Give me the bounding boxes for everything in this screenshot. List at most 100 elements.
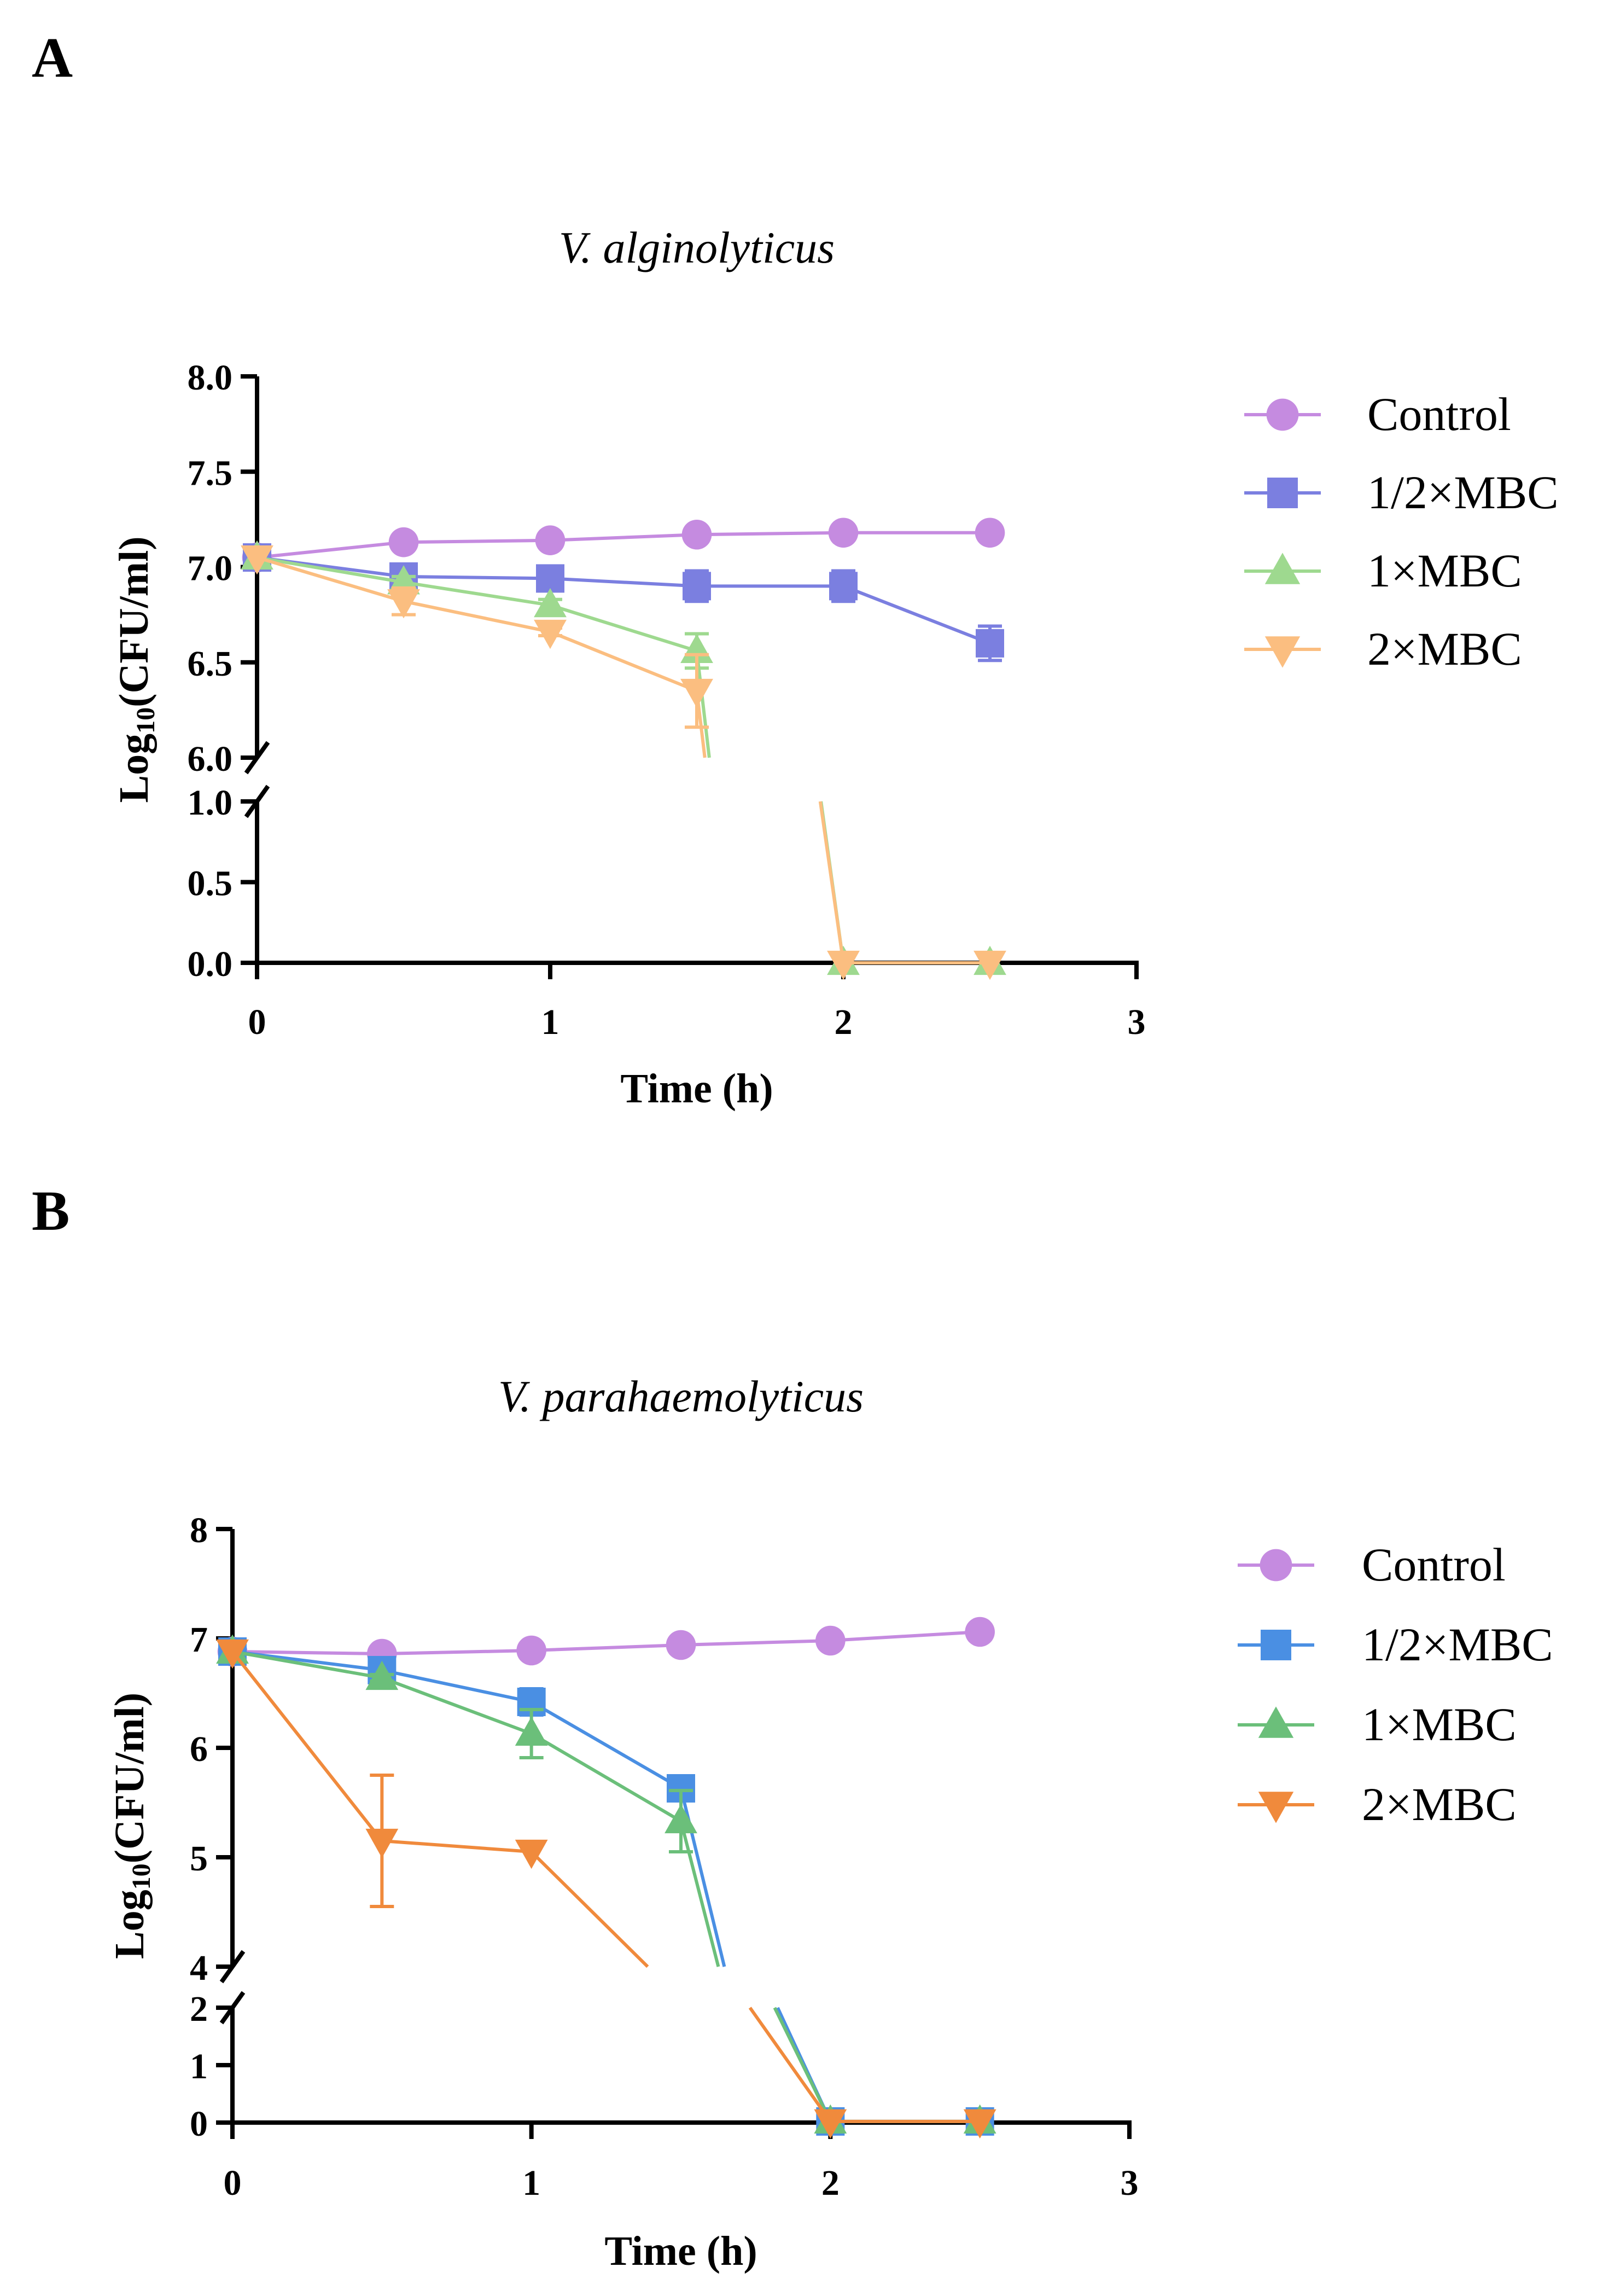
legend-label: 1×MBC xyxy=(1362,1698,1517,1751)
series-line-segment xyxy=(531,1732,682,1823)
data-point-triangle-down xyxy=(974,950,1006,980)
data-point-triangle-up xyxy=(365,1660,399,1690)
x-axis-title: Time (h) xyxy=(604,2228,757,2274)
series-2-mbc xyxy=(216,1639,996,2139)
y-tick-label: 7.5 xyxy=(188,453,233,493)
data-point-circle xyxy=(666,1630,696,1660)
series-line-segment xyxy=(403,600,551,633)
series-line-segment xyxy=(680,1639,831,1647)
legend-label: 1×MBC xyxy=(1367,544,1522,597)
y-axis-title: Log10(CFU/ml) xyxy=(111,536,160,803)
legend-marker-triangle-down xyxy=(1264,636,1301,668)
legend-marker-square xyxy=(1261,1630,1291,1660)
series-line-segment xyxy=(550,533,697,542)
y-tick-label: 6 xyxy=(190,1729,208,1769)
series-line-segment xyxy=(748,2007,832,2123)
data-point-triangle-down xyxy=(216,1639,249,1669)
data-point-square xyxy=(536,564,564,593)
chart-panel-A: A V. alginolyticus 6.0 6.5 7.0 7.5 8.0 0.0 0.5 1.… xyxy=(32,26,1559,1112)
data-point-triangle-up xyxy=(515,1716,548,1746)
data-point-triangle-down xyxy=(365,1828,399,1858)
chart-title: V. parahaemolyticus xyxy=(498,1371,864,1421)
y-tick-label: 0 xyxy=(190,2104,208,2144)
series-line-segment xyxy=(257,556,404,584)
legend: Control 1/2×MBC 1×MBC 2×MBC xyxy=(1244,388,1559,675)
series-line-segment xyxy=(403,574,551,580)
series-line-segment xyxy=(679,1788,726,1967)
y-tick-label: 0.0 xyxy=(188,944,233,984)
y-axis-title: Log10(CFU/ml) xyxy=(107,1693,156,1959)
data-point-circle xyxy=(975,518,1005,548)
series-line-segment xyxy=(232,1650,382,1679)
data-point-square xyxy=(683,572,711,601)
legend-label: 1/2×MBC xyxy=(1367,466,1559,519)
panel-letter: A xyxy=(32,26,73,89)
data-point-triangle-down xyxy=(814,2109,847,2139)
y-tick-label: 1.0 xyxy=(188,783,233,823)
legend: Control 1/2×MBC 1×MBC 2×MBC xyxy=(1238,1538,1553,1830)
y-tick-label: 0.5 xyxy=(188,864,233,904)
series-line-segment xyxy=(679,1821,720,1967)
legend-label: 2×MBC xyxy=(1362,1778,1517,1830)
series-line-segment xyxy=(773,2007,832,2123)
legend-marker-triangle-up xyxy=(1264,553,1301,584)
y-tick-label: 1 xyxy=(190,2047,208,2086)
data-point-triangle-down xyxy=(963,2109,996,2139)
series-line-segment xyxy=(531,1643,681,1652)
legend-marker-square xyxy=(1267,478,1298,508)
series-line-segment xyxy=(381,1669,532,1704)
data-point-triangle-down xyxy=(534,619,567,649)
y-tick-label: 6.5 xyxy=(188,644,233,684)
legend-marker-triangle-down xyxy=(1258,1792,1294,1823)
x-tick-label: 3 xyxy=(1121,2163,1139,2203)
legend-marker-triangle-up xyxy=(1258,1706,1294,1738)
data-point-circle xyxy=(965,1617,995,1647)
series-line-segment xyxy=(842,584,991,645)
x-tick-label: 2 xyxy=(821,2163,840,2203)
y-tick-label: 2 xyxy=(190,1989,208,2029)
data-point-square xyxy=(829,572,858,601)
data-point-circle xyxy=(388,527,419,557)
series-line-segment xyxy=(381,1676,532,1735)
legend-marker-circle xyxy=(1260,1549,1292,1582)
series-line-segment xyxy=(530,1850,649,1968)
legend-label: Control xyxy=(1362,1538,1506,1591)
data-point-square xyxy=(976,629,1004,658)
y-tick-label: 7 xyxy=(190,1620,208,1660)
series-line-segment xyxy=(550,603,697,653)
chart-title: V. alginolyticus xyxy=(559,223,835,272)
series-line-segment xyxy=(382,1649,532,1655)
data-point-triangle-up xyxy=(534,588,567,618)
series-line-segment xyxy=(257,556,404,603)
series-control xyxy=(217,1617,995,1669)
x-tick-label: 3 xyxy=(1128,1002,1146,1042)
data-point-circle xyxy=(535,525,566,556)
legend-label: Control xyxy=(1367,388,1511,440)
data-point-circle xyxy=(516,1635,546,1666)
y-tick-label: 6.0 xyxy=(188,739,233,779)
y-tick-label: 7.0 xyxy=(188,549,233,589)
chart-panel-B: B V. parahaemolyticus 4 5 6 7 8 0 1 2 0 1 2 3 Time (h)… xyxy=(32,1179,1553,2274)
series-line-segment xyxy=(818,801,845,963)
x-axis-title: Time (h) xyxy=(620,1066,773,1112)
legend-marker-circle xyxy=(1266,398,1299,431)
series-1-2-mbc xyxy=(218,1637,994,2136)
y-tick-label: 4 xyxy=(190,1948,208,1988)
series-line-segment xyxy=(549,630,698,693)
data-point-triangle-down xyxy=(680,678,713,708)
series-1-mbc xyxy=(216,1634,996,2134)
y-tick-label: 8 xyxy=(190,1510,208,1550)
series-line-segment xyxy=(531,1700,682,1790)
data-point-triangle-down xyxy=(515,1839,548,1869)
y-tick-label: 5 xyxy=(190,1839,208,1879)
data-point-triangle-down xyxy=(241,545,273,575)
series-line-segment xyxy=(403,580,551,607)
x-tick-label: 0 xyxy=(224,2163,242,2203)
series-line-segment xyxy=(257,540,404,560)
y-tick-label: 8.0 xyxy=(188,358,233,398)
series-line-segment xyxy=(550,577,697,588)
data-point-circle xyxy=(815,1625,846,1656)
series-line-segment xyxy=(403,538,551,544)
x-tick-label: 1 xyxy=(541,1002,559,1042)
